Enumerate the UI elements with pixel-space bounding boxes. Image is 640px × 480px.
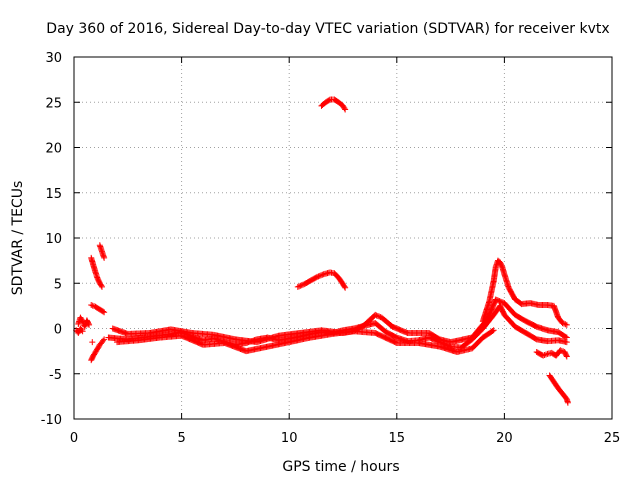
data-point <box>342 106 349 113</box>
data-point-track <box>298 282 305 289</box>
data-point-track <box>543 351 550 358</box>
y-tick-label: -10 <box>41 413 62 428</box>
data-point <box>372 311 379 318</box>
y-tick-label: 25 <box>45 96 62 111</box>
x-tick-label: 20 <box>496 431 513 446</box>
data-point-track <box>562 333 569 340</box>
plot-border <box>73 56 613 420</box>
data-point-track <box>341 105 348 112</box>
data-point-track <box>296 283 303 290</box>
y-axis-label: SDTVAR / TECUs <box>10 181 26 296</box>
data-point <box>563 334 570 341</box>
data-point-track <box>376 313 383 320</box>
data-point-track <box>560 320 567 327</box>
data-point <box>314 273 321 280</box>
data-point-track <box>326 97 333 104</box>
y-tick-label: 15 <box>45 187 62 202</box>
y-tick-label: 0 <box>54 323 62 338</box>
data-point <box>557 347 564 354</box>
x-tick-label: 25 <box>604 431 621 446</box>
data-point-track <box>558 347 565 354</box>
data-point-track <box>563 352 570 359</box>
data-point-track <box>374 313 381 320</box>
data-point-track <box>541 352 548 359</box>
data-point-track <box>489 328 496 335</box>
data-point-track <box>319 271 326 278</box>
data-point-track <box>373 312 380 319</box>
x-tick-label: 15 <box>389 431 406 446</box>
data-point-track <box>78 317 85 324</box>
data-point <box>88 301 95 308</box>
y-tick-label: 30 <box>45 51 62 66</box>
data-point-track <box>85 320 92 327</box>
data-point <box>86 321 93 328</box>
data-point-track <box>98 282 105 289</box>
data-point <box>101 309 108 316</box>
x-tick-label: 5 <box>177 431 185 446</box>
data-point-track <box>341 283 348 290</box>
y-tick-label: 10 <box>45 232 62 247</box>
data-point <box>101 254 108 261</box>
data-point <box>563 321 570 328</box>
x-tick-label: 10 <box>281 431 298 446</box>
data-point-track <box>297 282 304 289</box>
axis-ticks: 0 5 10 15 20 25 -10 -5 0 5 10 15 20 25 30 <box>41 51 621 446</box>
data-point <box>559 320 566 327</box>
data-point <box>294 283 301 290</box>
data-point <box>101 336 108 343</box>
data-point <box>540 352 547 359</box>
y-tick-label: -5 <box>49 368 62 383</box>
data-point-track <box>100 337 107 344</box>
y-tick-label: 20 <box>45 142 62 157</box>
x-axis-label: GPS time / hours <box>282 459 399 475</box>
chart-title: Day 360 of 2016, Sidereal Day-to-day VTE… <box>46 21 609 37</box>
data-point-track <box>315 273 322 280</box>
data-point-track <box>89 302 96 309</box>
data-point <box>563 353 570 360</box>
data-point-track <box>562 321 569 328</box>
data-point-track <box>100 308 107 315</box>
data-point <box>98 283 105 290</box>
data-point-track <box>316 272 323 279</box>
data-points <box>73 96 571 406</box>
y-tick-label: 5 <box>54 277 62 292</box>
data-point-track <box>91 303 98 310</box>
data-point <box>564 399 571 406</box>
data-point-track <box>318 272 325 279</box>
data-point <box>342 284 349 291</box>
x-tick-label: 0 <box>70 431 78 446</box>
data-point <box>79 328 86 335</box>
data-point <box>89 339 96 346</box>
data-point <box>490 327 497 334</box>
data-point-track <box>78 326 85 333</box>
